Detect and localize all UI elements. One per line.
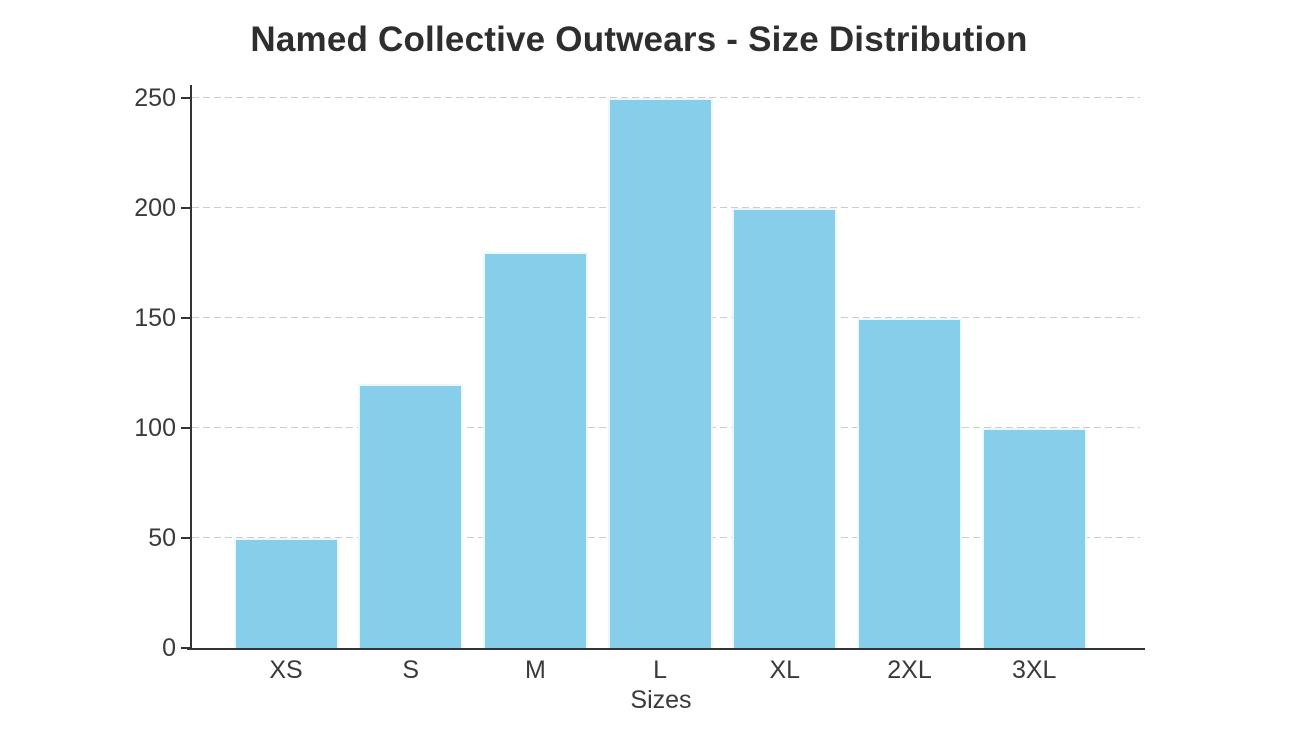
y-axis-tick [181,647,192,649]
y-axis-tick [181,97,192,99]
bar-2XL [857,318,962,648]
y-axis-tick [181,427,192,429]
bar-M [482,252,588,648]
bar-XS [233,538,339,648]
bar-L [607,98,713,648]
y-tick-label: 250 [134,84,176,112]
y-axis-tick [181,317,192,319]
y-tick-label: 100 [134,414,176,442]
y-tick-label: 0 [162,634,176,662]
x-tick-label-L: L [653,656,668,684]
bar-XL [732,208,838,648]
x-tick-label-M: M [524,656,546,684]
y-tick-label: 200 [134,194,176,222]
x-axis-title: Sizes [630,686,692,714]
x-tick-label-3XL: 3XL [1011,656,1057,684]
y-tick-label: 150 [134,304,176,332]
y-tick-label: 50 [148,524,176,552]
bar-3XL [981,428,1087,648]
x-tick-label-S: S [402,656,420,684]
x-axis-line [187,648,1145,650]
x-tick-label-XL: XL [769,656,801,684]
y-axis-tick [181,537,192,539]
bar-S [358,384,464,648]
y-axis-line [190,85,192,650]
x-tick-label-XS: XS [269,656,303,684]
x-tick-label-2XL: 2XL [887,656,932,684]
y-axis-tick [181,207,192,209]
chart-title: Named Collective Outwears - Size Distrib… [250,20,1028,59]
